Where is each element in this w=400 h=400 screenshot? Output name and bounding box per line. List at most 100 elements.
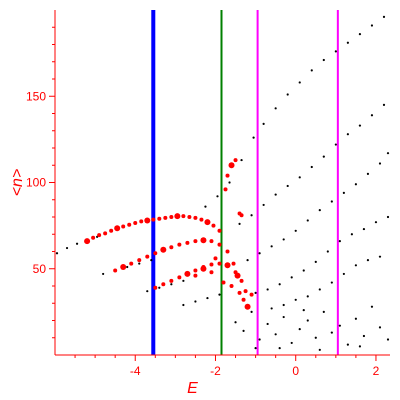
black-data-point [262, 203, 265, 207]
red-data-point [184, 270, 191, 277]
data-points [55, 15, 390, 351]
red-data-point [153, 285, 158, 290]
red-data-point [181, 214, 186, 219]
x-tick-label: -2 [210, 364, 221, 378]
black-data-point [266, 288, 269, 291]
black-data-point [182, 303, 185, 307]
red-data-point [209, 270, 214, 275]
red-data-point [223, 187, 228, 192]
red-data-point [103, 231, 108, 236]
black-data-point [370, 305, 374, 308]
red-data-point [177, 242, 182, 247]
red-data-point [114, 225, 121, 232]
black-data-point [138, 262, 141, 265]
black-data-point [386, 338, 390, 341]
black-data-point [378, 255, 382, 258]
black-data-point [218, 293, 221, 296]
black-data-point [358, 124, 362, 127]
black-data-point [330, 281, 333, 284]
black-data-point [354, 183, 357, 186]
black-data-point [274, 107, 277, 110]
red-data-point [244, 303, 251, 310]
black-data-point [204, 205, 207, 208]
black-data-point [282, 303, 285, 307]
red-data-point [231, 261, 236, 266]
black-data-point [158, 286, 161, 289]
red-data-point [217, 228, 222, 233]
black-data-point [306, 219, 309, 222]
black-data-point [170, 283, 173, 286]
black-data-point [206, 296, 209, 300]
black-data-point [318, 288, 321, 291]
red-data-point [163, 215, 168, 220]
black-data-point [310, 69, 313, 72]
red-data-point [193, 268, 198, 273]
red-data-point [193, 215, 198, 220]
red-data-point [243, 289, 248, 294]
black-data-point [306, 295, 309, 298]
black-data-point [346, 343, 349, 346]
red-data-point [169, 278, 174, 283]
red-data-point [157, 216, 162, 221]
black-data-point [182, 279, 185, 282]
black-data-point [294, 229, 297, 232]
red-data-point [200, 265, 207, 272]
red-data-point [233, 270, 238, 275]
black-data-point [306, 319, 309, 322]
black-data-point [366, 172, 370, 175]
black-data-point [102, 272, 105, 276]
black-data-point [234, 321, 237, 324]
red-data-point [211, 223, 216, 228]
red-data-point [127, 222, 132, 227]
black-data-point [338, 240, 341, 243]
black-data-point [126, 265, 129, 269]
black-data-point [286, 93, 289, 96]
red-data-point [249, 292, 254, 297]
black-data-point [322, 58, 325, 62]
y-axis-label: <n> [9, 169, 26, 197]
black-data-point [354, 317, 357, 320]
black-data-point [346, 41, 349, 44]
red-data-point [97, 233, 102, 238]
black-data-point [228, 181, 231, 184]
red-data-point [109, 228, 114, 233]
red-data-point [229, 284, 234, 288]
black-data-point [366, 259, 370, 262]
x-tick-label: 0 [292, 364, 299, 378]
black-data-point [370, 114, 374, 117]
red-data-point [237, 290, 242, 295]
red-data-point [224, 262, 231, 269]
red-data-point [84, 238, 91, 245]
red-data-point [185, 240, 190, 245]
red-data-point [239, 278, 244, 283]
black-data-point [278, 347, 281, 350]
black-data-point [378, 326, 382, 329]
black-data-point [254, 347, 257, 350]
black-data-point [65, 246, 69, 250]
black-data-point [55, 252, 59, 255]
black-data-point [250, 214, 253, 217]
black-data-point [286, 184, 289, 188]
red-data-point [187, 215, 192, 219]
black-data-point [246, 259, 249, 262]
black-data-point [374, 221, 378, 224]
black-data-point [318, 209, 321, 212]
black-data-point [262, 122, 265, 125]
black-data-point [254, 291, 257, 294]
red-data-point [199, 217, 204, 222]
red-data-point [151, 217, 156, 222]
black-data-point [346, 133, 349, 136]
red-data-point [120, 264, 127, 271]
black-data-point [290, 341, 293, 345]
x-tick-label: -4 [130, 364, 141, 378]
y-tick-label: 100 [26, 176, 46, 190]
black-data-point [75, 242, 79, 245]
black-data-point [326, 250, 329, 253]
black-data-point [358, 345, 362, 348]
vertical-lines [151, 10, 339, 355]
black-data-point [274, 333, 277, 336]
black-data-point [330, 331, 333, 334]
black-data-point [266, 322, 269, 326]
black-data-point [194, 300, 197, 303]
black-data-point [322, 155, 325, 158]
